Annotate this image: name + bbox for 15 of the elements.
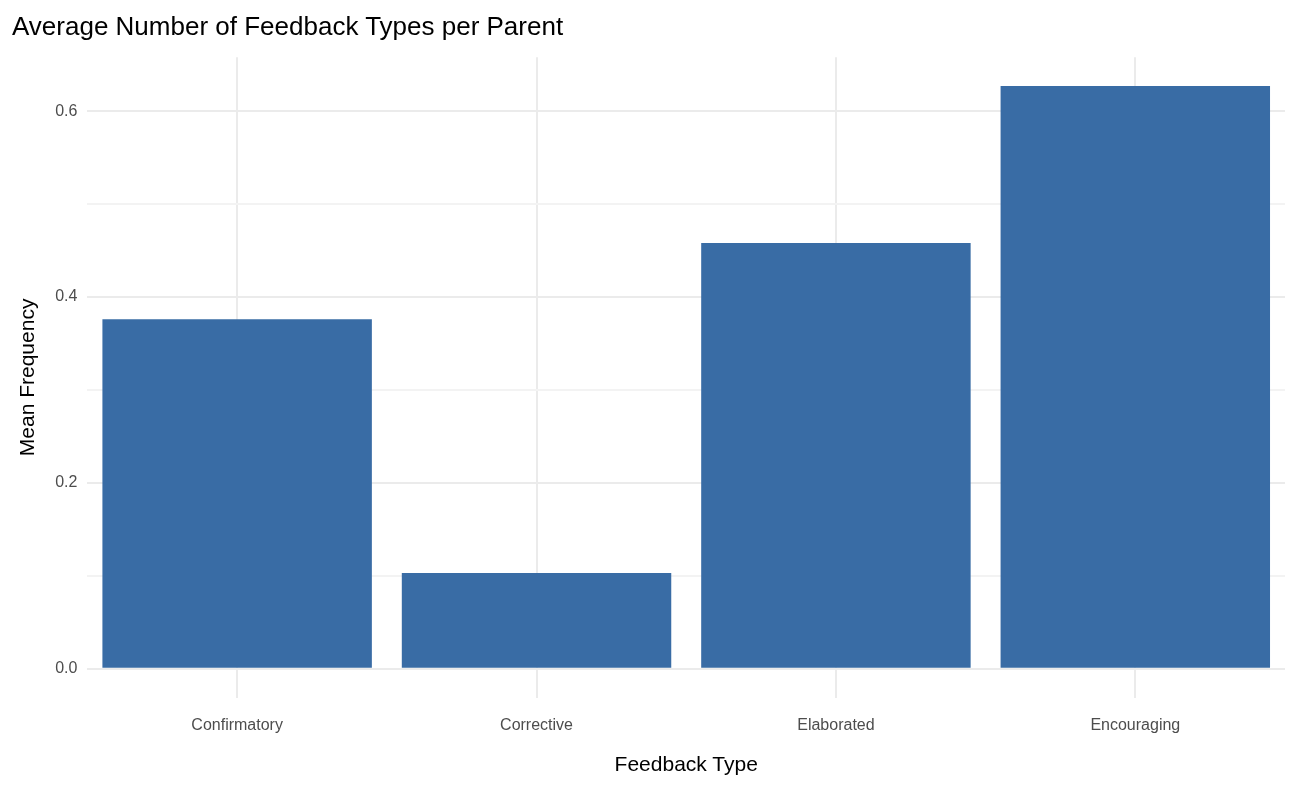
x-axis-title: Feedback Type	[614, 752, 758, 776]
x-tick-label: Encouraging	[1090, 715, 1181, 733]
bar	[701, 243, 971, 668]
x-tick-label: Elaborated	[797, 715, 875, 733]
y-tick-label: 0.4	[55, 287, 78, 305]
y-tick-label: 0.6	[55, 101, 78, 119]
y-axis-title: Mean Frequency	[15, 298, 39, 457]
y-tick-label: 0.0	[55, 659, 78, 677]
bar	[401, 573, 672, 668]
chart-title: Average Number of Feedback Types per Parent	[12, 10, 564, 41]
y-tick-label: 0.2	[55, 473, 78, 491]
x-tick-label: Confirmatory	[191, 715, 283, 733]
bar	[102, 319, 372, 668]
bar	[1000, 86, 1271, 668]
x-tick-label: Corrective	[500, 715, 574, 733]
